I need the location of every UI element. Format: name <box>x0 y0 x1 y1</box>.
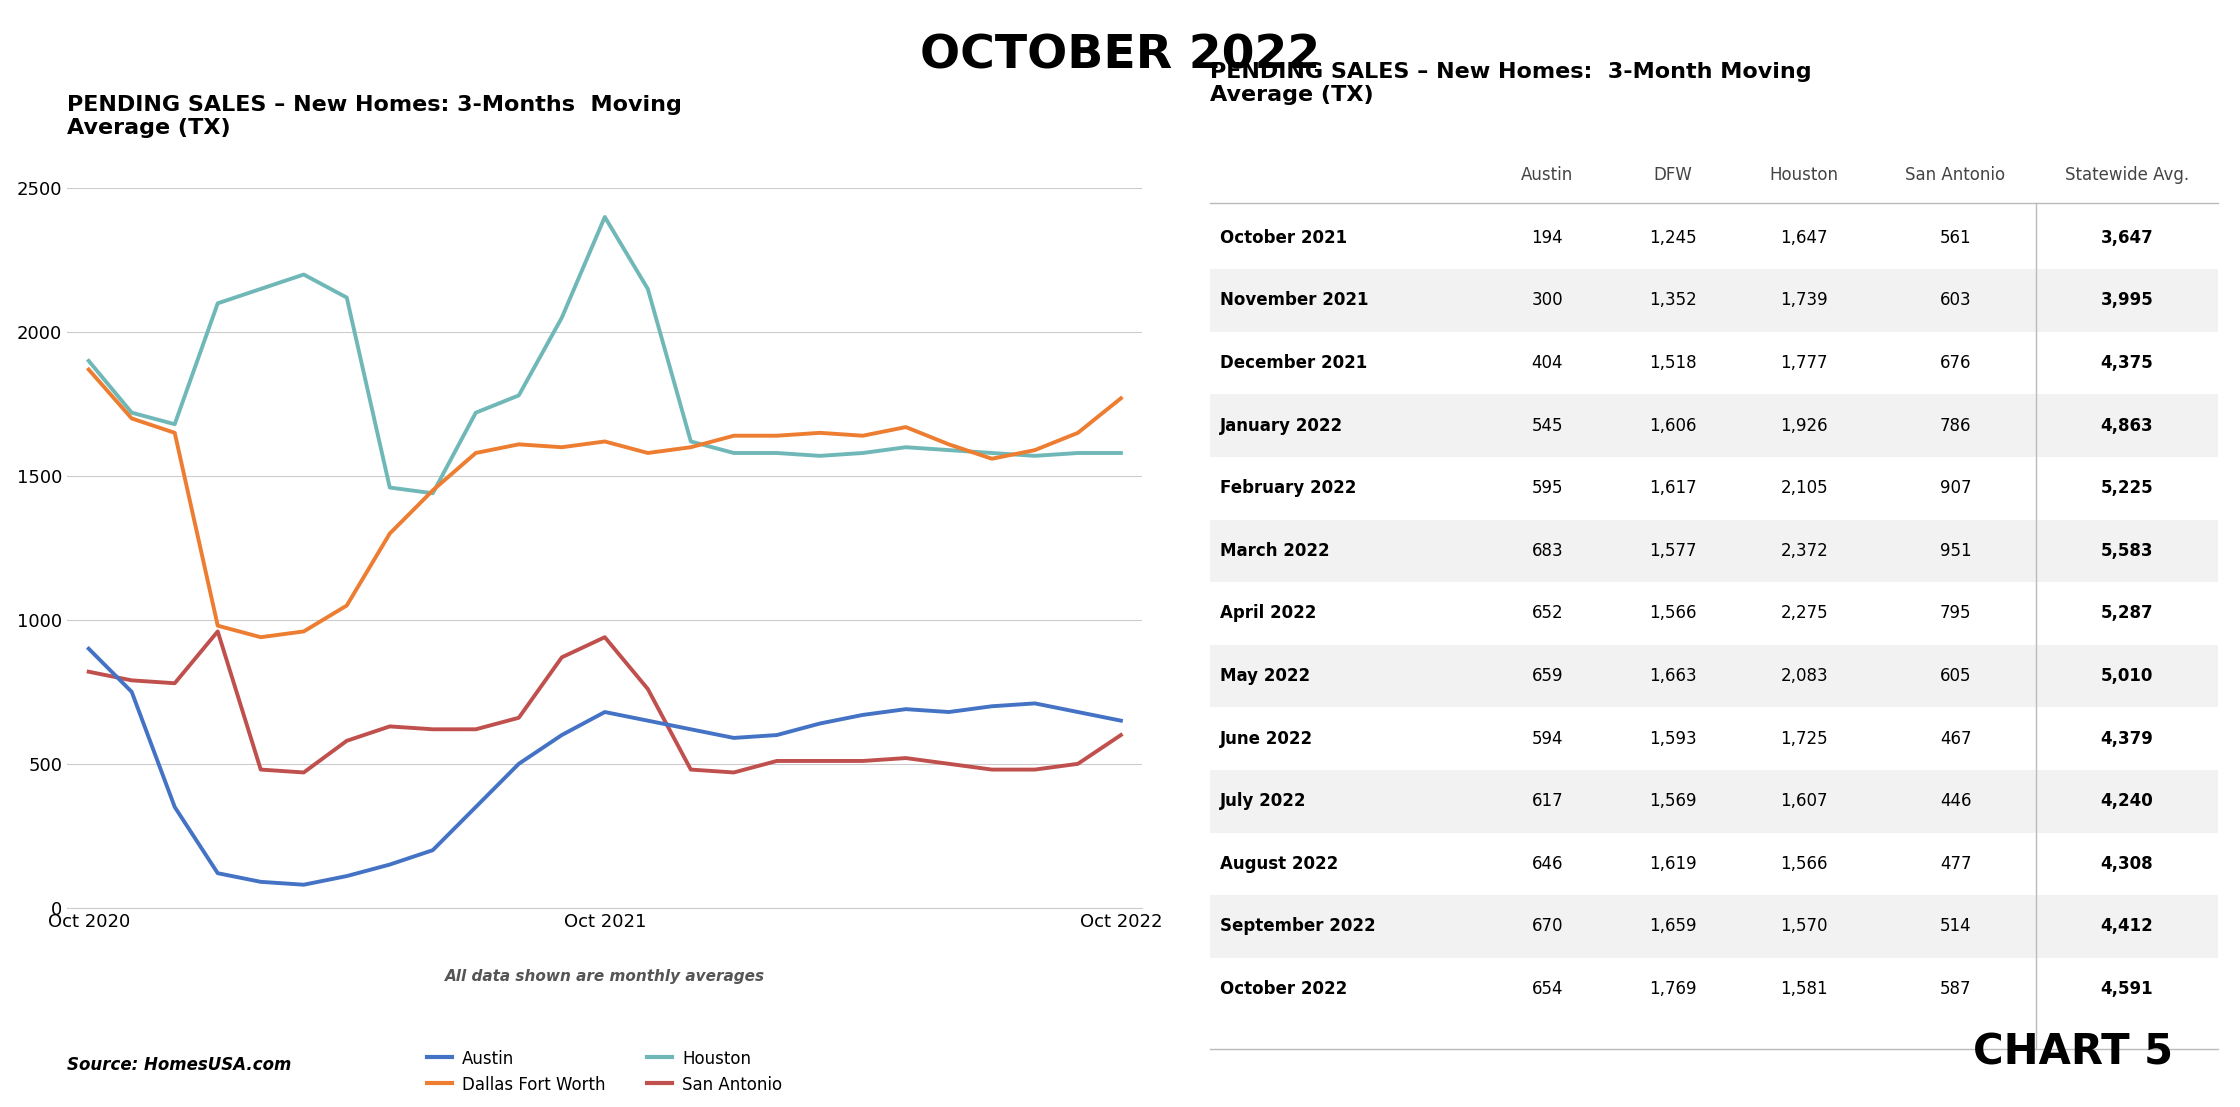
Legend: Austin, Dallas Fort Worth, Houston, San Antonio: Austin, Dallas Fort Worth, Houston, San … <box>421 1043 788 1100</box>
Text: 659: 659 <box>1532 668 1564 685</box>
Text: October 2022: October 2022 <box>1219 980 1346 999</box>
Text: 605: 605 <box>1940 668 1971 685</box>
Text: 670: 670 <box>1532 918 1564 935</box>
Text: 1,245: 1,245 <box>1649 229 1698 247</box>
Text: San Antonio: San Antonio <box>1906 166 2005 184</box>
Text: 652: 652 <box>1532 604 1564 622</box>
Text: 654: 654 <box>1532 980 1564 999</box>
Text: November 2021: November 2021 <box>1219 291 1369 310</box>
Text: CHART 5: CHART 5 <box>1973 1032 2173 1074</box>
Bar <box>1210 896 2218 958</box>
Text: 1,617: 1,617 <box>1649 479 1698 497</box>
Text: 1,739: 1,739 <box>1781 291 1828 310</box>
Bar <box>1210 394 2218 457</box>
Text: 404: 404 <box>1532 354 1564 372</box>
Text: 1,663: 1,663 <box>1649 668 1698 685</box>
Text: 603: 603 <box>1940 291 1971 310</box>
Text: 5,010: 5,010 <box>2101 668 2153 685</box>
Text: 545: 545 <box>1532 416 1564 435</box>
Text: 300: 300 <box>1532 291 1564 310</box>
Text: 3,995: 3,995 <box>2101 291 2153 310</box>
Text: 1,518: 1,518 <box>1649 354 1698 372</box>
Text: 683: 683 <box>1532 541 1564 560</box>
Text: August 2022: August 2022 <box>1219 855 1337 872</box>
Text: 1,725: 1,725 <box>1781 730 1828 747</box>
Text: PENDING SALES – New Homes: 3-Months  Moving
Average (TX): PENDING SALES – New Homes: 3-Months Movi… <box>67 95 681 138</box>
Text: Statewide Avg.: Statewide Avg. <box>2065 166 2188 184</box>
Text: July 2022: July 2022 <box>1219 793 1306 810</box>
Text: 1,570: 1,570 <box>1781 918 1828 935</box>
Text: 1,606: 1,606 <box>1649 416 1698 435</box>
Text: 5,287: 5,287 <box>2101 604 2153 622</box>
Text: 646: 646 <box>1532 855 1564 872</box>
Text: 1,566: 1,566 <box>1781 855 1828 872</box>
Text: January 2022: January 2022 <box>1219 416 1342 435</box>
Text: Source: HomesUSA.com: Source: HomesUSA.com <box>67 1056 291 1074</box>
Text: December 2021: December 2021 <box>1219 354 1366 372</box>
Text: 595: 595 <box>1532 479 1564 497</box>
Text: DFW: DFW <box>1653 166 1693 184</box>
Text: 907: 907 <box>1940 479 1971 497</box>
Text: March 2022: March 2022 <box>1219 541 1328 560</box>
Text: Houston: Houston <box>1770 166 1839 184</box>
Text: 1,777: 1,777 <box>1781 354 1828 372</box>
Text: 4,308: 4,308 <box>2101 855 2153 872</box>
Bar <box>1210 269 2218 332</box>
Text: 2,105: 2,105 <box>1781 479 1828 497</box>
Text: 477: 477 <box>1940 855 1971 872</box>
Text: 1,926: 1,926 <box>1781 416 1828 435</box>
Text: 4,591: 4,591 <box>2101 980 2153 999</box>
Text: 676: 676 <box>1940 354 1971 372</box>
Text: 2,275: 2,275 <box>1781 604 1828 622</box>
Text: 1,647: 1,647 <box>1781 229 1828 247</box>
Text: 786: 786 <box>1940 416 1971 435</box>
Text: 4,375: 4,375 <box>2101 354 2153 372</box>
Text: 5,583: 5,583 <box>2101 541 2153 560</box>
Text: May 2022: May 2022 <box>1219 668 1310 685</box>
Text: 587: 587 <box>1940 980 1971 999</box>
Text: June 2022: June 2022 <box>1219 730 1313 747</box>
Text: 467: 467 <box>1940 730 1971 747</box>
Text: All data shown are monthly averages: All data shown are monthly averages <box>446 969 764 984</box>
Text: September 2022: September 2022 <box>1219 918 1375 935</box>
Text: 2,083: 2,083 <box>1781 668 1828 685</box>
Text: 1,352: 1,352 <box>1649 291 1698 310</box>
Text: 1,619: 1,619 <box>1649 855 1698 872</box>
Text: 5,225: 5,225 <box>2101 479 2153 497</box>
Text: 795: 795 <box>1940 604 1971 622</box>
Text: 1,607: 1,607 <box>1781 793 1828 810</box>
Text: 4,379: 4,379 <box>2101 730 2153 747</box>
Text: 446: 446 <box>1940 793 1971 810</box>
Text: 1,569: 1,569 <box>1649 793 1698 810</box>
Text: 1,566: 1,566 <box>1649 604 1698 622</box>
Text: 1,581: 1,581 <box>1781 980 1828 999</box>
Text: 2,372: 2,372 <box>1781 541 1828 560</box>
Text: 514: 514 <box>1940 918 1971 935</box>
Text: 561: 561 <box>1940 229 1971 247</box>
Text: 4,240: 4,240 <box>2101 793 2153 810</box>
Text: 3,647: 3,647 <box>2101 229 2153 247</box>
Text: 1,577: 1,577 <box>1649 541 1698 560</box>
Text: 951: 951 <box>1940 541 1971 560</box>
Bar <box>1210 770 2218 832</box>
Text: 4,412: 4,412 <box>2101 918 2153 935</box>
Text: October 2021: October 2021 <box>1219 229 1346 247</box>
Text: 194: 194 <box>1532 229 1564 247</box>
Bar <box>1210 644 2218 707</box>
Text: PENDING SALES – New Homes:  3-Month Moving
Average (TX): PENDING SALES – New Homes: 3-Month Movin… <box>1210 62 1812 105</box>
Text: Austin: Austin <box>1521 166 1572 184</box>
Bar <box>1210 519 2218 582</box>
Text: 1,593: 1,593 <box>1649 730 1698 747</box>
Text: 617: 617 <box>1532 793 1564 810</box>
Text: 1,769: 1,769 <box>1649 980 1698 999</box>
Text: 594: 594 <box>1532 730 1564 747</box>
Text: February 2022: February 2022 <box>1219 479 1355 497</box>
Text: 4,863: 4,863 <box>2101 416 2153 435</box>
Text: 1,659: 1,659 <box>1649 918 1698 935</box>
Text: OCTOBER 2022: OCTOBER 2022 <box>921 33 1319 79</box>
Text: April 2022: April 2022 <box>1219 604 1317 622</box>
